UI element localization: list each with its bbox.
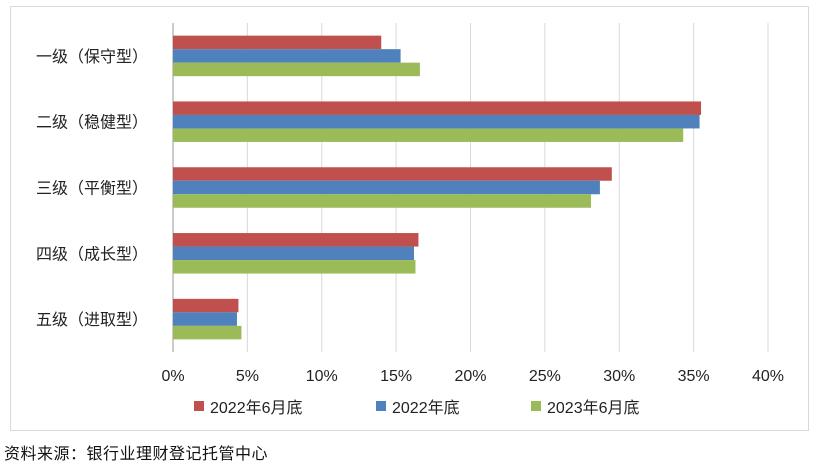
category-label-3: 四级（成长型） [36, 244, 148, 263]
x-tick-label-7: 35% [678, 368, 710, 385]
legend-swatch-2022-jun [194, 401, 204, 411]
bar-0-2 [173, 62, 420, 77]
category-label-0: 一级（保守型） [36, 47, 148, 66]
x-tick-label-5: 25% [529, 368, 561, 385]
legend-label-2022-jun: 2022年6月底 [210, 400, 303, 417]
x-tick-label-4: 20% [454, 368, 486, 385]
bar-2-2 [173, 194, 591, 208]
category-label-4: 五级（进取型） [36, 310, 148, 329]
legend-item-2022-jun: 2022年6月底 [194, 394, 303, 418]
bar-4-1 [173, 312, 237, 326]
x-tick-label-3: 15% [380, 368, 412, 385]
bar-3-1 [173, 246, 414, 261]
legend-swatch-2022-end [376, 401, 386, 411]
x-tick-label-2: 10% [306, 368, 338, 385]
bar-1-0 [173, 101, 702, 115]
bar-4-2 [173, 325, 242, 340]
bar-0-0 [173, 35, 382, 50]
source-note: 资料来源：银行业理财登记托管中心 [4, 444, 269, 463]
legend: 2022年6月底 2022年底 2023年6月底 [194, 394, 654, 418]
x-tick-label-0: 0% [161, 368, 184, 385]
bar-0-1 [173, 49, 401, 63]
x-tick-label-1: 5% [236, 368, 259, 385]
bar-1-1 [173, 114, 700, 129]
x-tick-label-6: 30% [603, 368, 635, 385]
category-label-1: 二级（稳健型） [36, 113, 148, 132]
legend-label-2023-jun: 2023年6月底 [547, 400, 640, 417]
legend-swatch-2023-jun [531, 401, 541, 411]
bar-2-1 [173, 180, 600, 195]
chart-frame [10, 6, 809, 431]
legend-label-2022-end: 2022年底 [392, 400, 460, 417]
bar-4-0 [173, 298, 239, 313]
legend-item-2023-jun: 2023年6月底 [531, 394, 640, 418]
bar-3-0 [173, 233, 419, 247]
legend-item-2022-end: 2022年底 [376, 394, 460, 418]
category-label-2: 三级（平衡型） [36, 179, 148, 198]
bar-1-2 [173, 128, 684, 142]
bar-3-2 [173, 260, 416, 274]
bar-2-0 [173, 167, 612, 181]
x-tick-label-8: 40% [752, 368, 784, 385]
